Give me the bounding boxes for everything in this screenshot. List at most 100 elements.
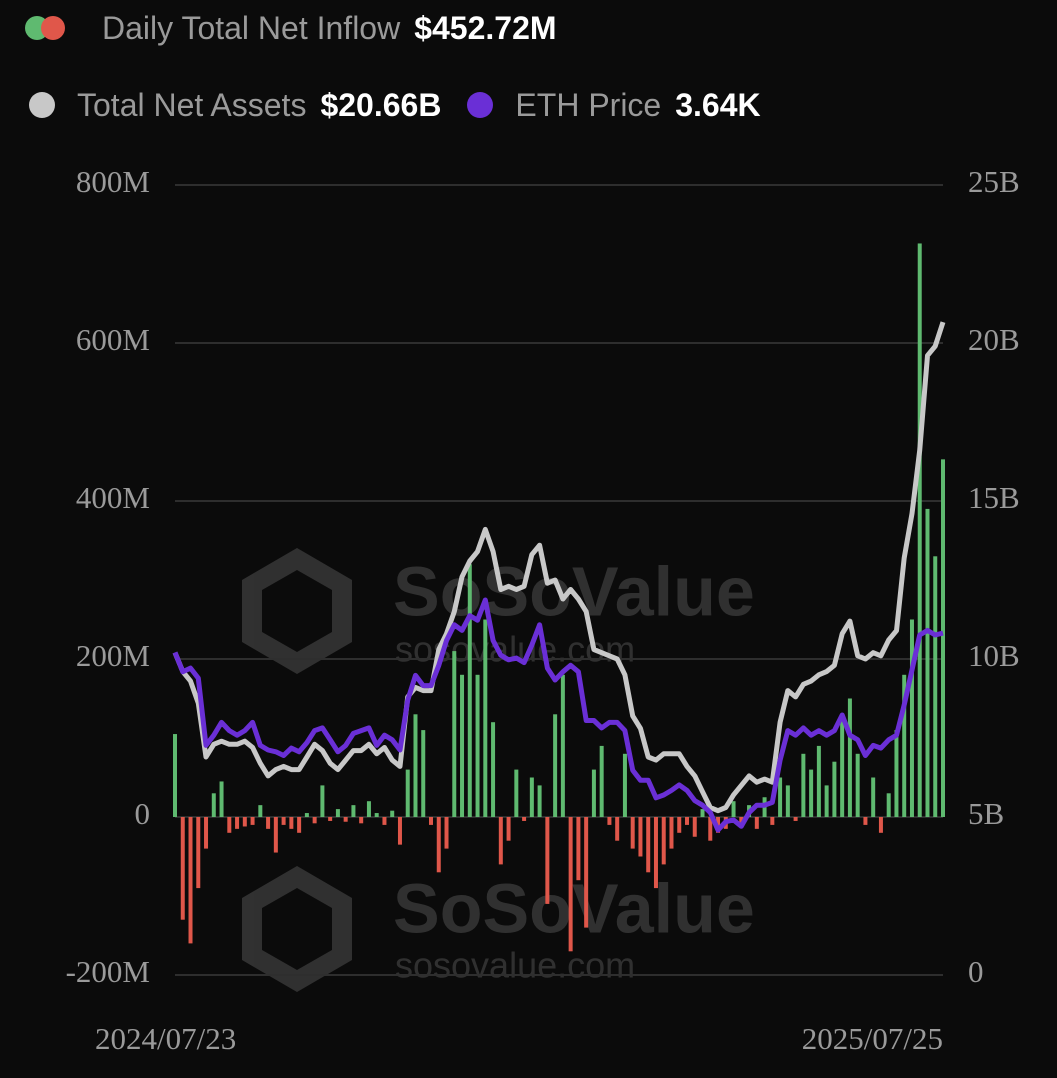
watermark-site: sosovalue.com (395, 945, 635, 986)
y-tick-label: 0 (135, 796, 151, 831)
bar (762, 797, 767, 817)
bar (382, 817, 387, 825)
bar (545, 817, 550, 904)
bar (894, 730, 899, 817)
y2-tick-label: 20B (968, 322, 1020, 357)
legend-value: $452.72M (414, 9, 557, 46)
bar (328, 817, 333, 821)
y-tick-label: 200M (76, 638, 150, 673)
y-tick-label: 800M (76, 164, 150, 199)
bar (778, 777, 783, 817)
bar (312, 817, 317, 824)
bar (568, 817, 573, 952)
bar (266, 817, 271, 829)
y-tick-label: 400M (76, 480, 150, 515)
watermark-site: sosovalue.com (395, 629, 635, 670)
bar (235, 817, 240, 829)
bar (320, 785, 325, 817)
legend-row: Total Net Assets $20.66B ETH Price 3.64K (29, 85, 761, 125)
y2-tick-label: 10B (968, 638, 1020, 673)
bar (685, 817, 689, 825)
legend-label: ETH Price (515, 86, 662, 123)
legend-label: Total Net Assets (77, 86, 307, 123)
bar (917, 243, 922, 817)
bar (537, 785, 542, 817)
bar (832, 761, 837, 817)
bar (273, 817, 278, 853)
bar (366, 801, 371, 817)
bar (250, 817, 255, 825)
bar (646, 817, 651, 873)
bar (886, 793, 891, 817)
bar (630, 817, 635, 849)
bar (491, 722, 496, 817)
bar (483, 619, 488, 817)
bar (902, 674, 907, 817)
bar (941, 459, 945, 817)
bar (871, 777, 876, 817)
bar (467, 564, 472, 817)
bar (304, 813, 309, 817)
legend-label: Daily Total Net Inflow (102, 9, 401, 46)
bar (429, 817, 433, 825)
bar (747, 805, 752, 817)
bar (180, 817, 185, 920)
bar (390, 810, 395, 817)
bar (211, 793, 216, 817)
bar (227, 817, 232, 833)
watermark-brand: SoSoValue (393, 552, 755, 630)
line (172, 321, 946, 814)
bar (351, 805, 356, 817)
bar (754, 817, 759, 829)
bar (677, 817, 682, 833)
bar (188, 817, 193, 944)
bar (770, 817, 775, 825)
bar (653, 817, 658, 889)
bar (661, 817, 666, 865)
y2-tick-label: 15B (968, 480, 1020, 515)
bar (514, 769, 519, 817)
watermark (242, 548, 352, 992)
x-tick-label: 2024/07/23 (95, 1021, 236, 1056)
legend-dot (467, 92, 494, 118)
bar (863, 817, 868, 825)
bar (584, 817, 589, 928)
bar (421, 730, 426, 817)
bar (506, 817, 511, 841)
bar (723, 817, 728, 829)
legend-value: $20.66B (320, 86, 442, 123)
bar (599, 745, 604, 817)
y2-tick-label: 0 (968, 954, 984, 989)
bar (242, 817, 247, 827)
bar (359, 817, 364, 824)
bar (444, 817, 449, 849)
watermark-brand: SoSoValue (393, 869, 755, 947)
bar (692, 817, 697, 837)
bar (622, 753, 627, 817)
bar (452, 651, 457, 817)
bar (335, 809, 340, 817)
bar (933, 556, 938, 817)
bar (669, 817, 674, 849)
bar (731, 801, 736, 817)
bar (840, 714, 845, 817)
bar (522, 817, 527, 821)
legend-icon (25, 16, 65, 40)
bar (739, 817, 744, 825)
bar (475, 674, 480, 817)
bar (607, 817, 612, 825)
bar (436, 817, 441, 873)
bar (716, 817, 721, 833)
bar (289, 817, 294, 829)
bar (801, 753, 806, 817)
bar (529, 777, 534, 817)
bar (785, 785, 790, 817)
bar (397, 817, 402, 845)
legend-dot (29, 92, 55, 118)
bar (204, 817, 209, 849)
bar (343, 817, 348, 822)
bar (374, 813, 379, 817)
bar (219, 781, 224, 817)
